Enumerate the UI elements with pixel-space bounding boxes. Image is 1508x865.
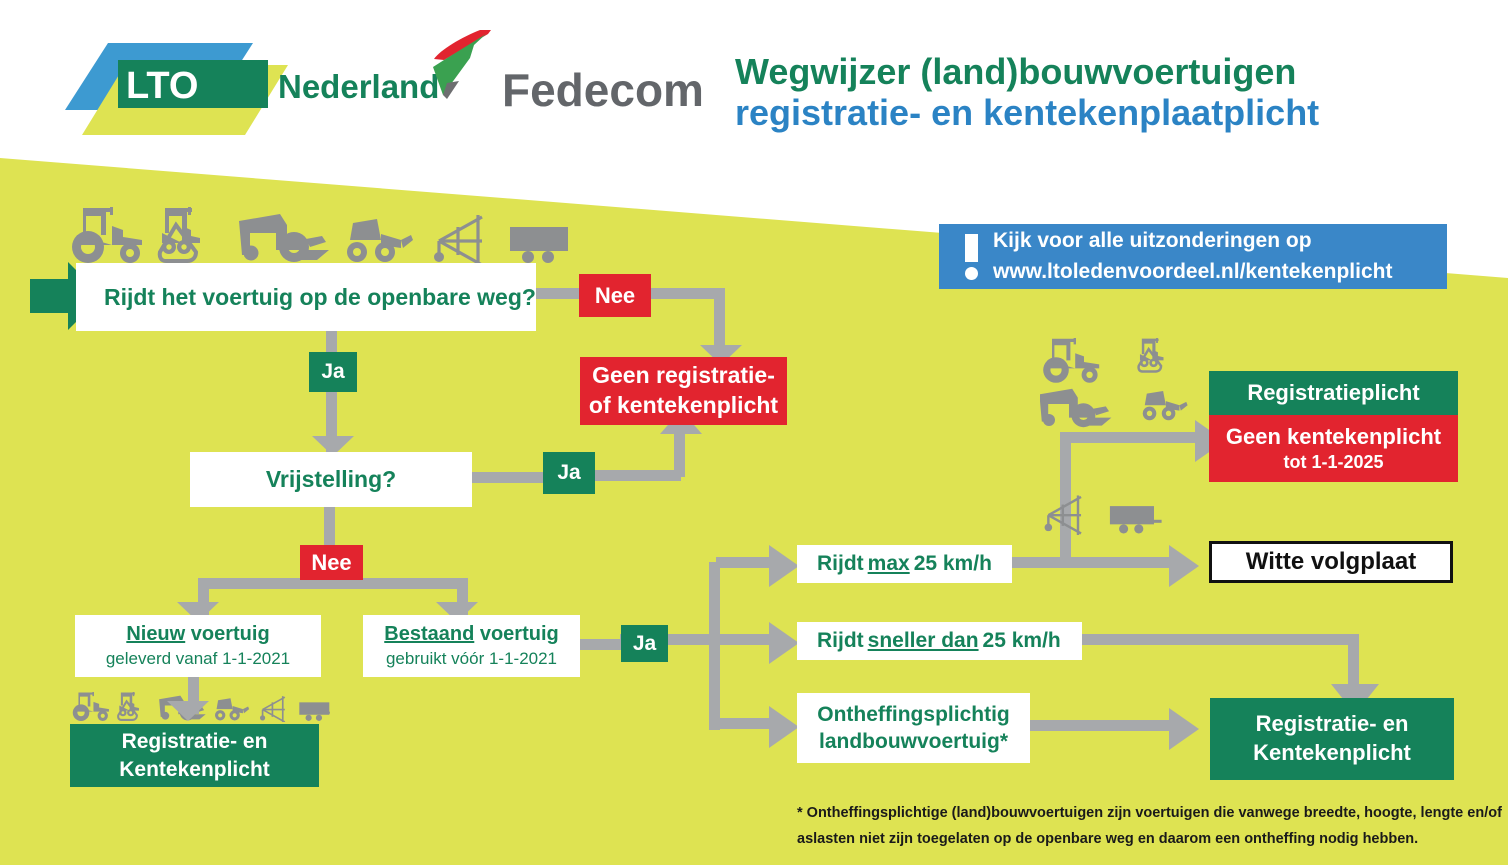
svg-text:Nederland: Nederland: [278, 68, 439, 105]
svg-text:LTO: LTO: [126, 65, 198, 107]
svg-text:Fedecom: Fedecom: [502, 64, 704, 116]
